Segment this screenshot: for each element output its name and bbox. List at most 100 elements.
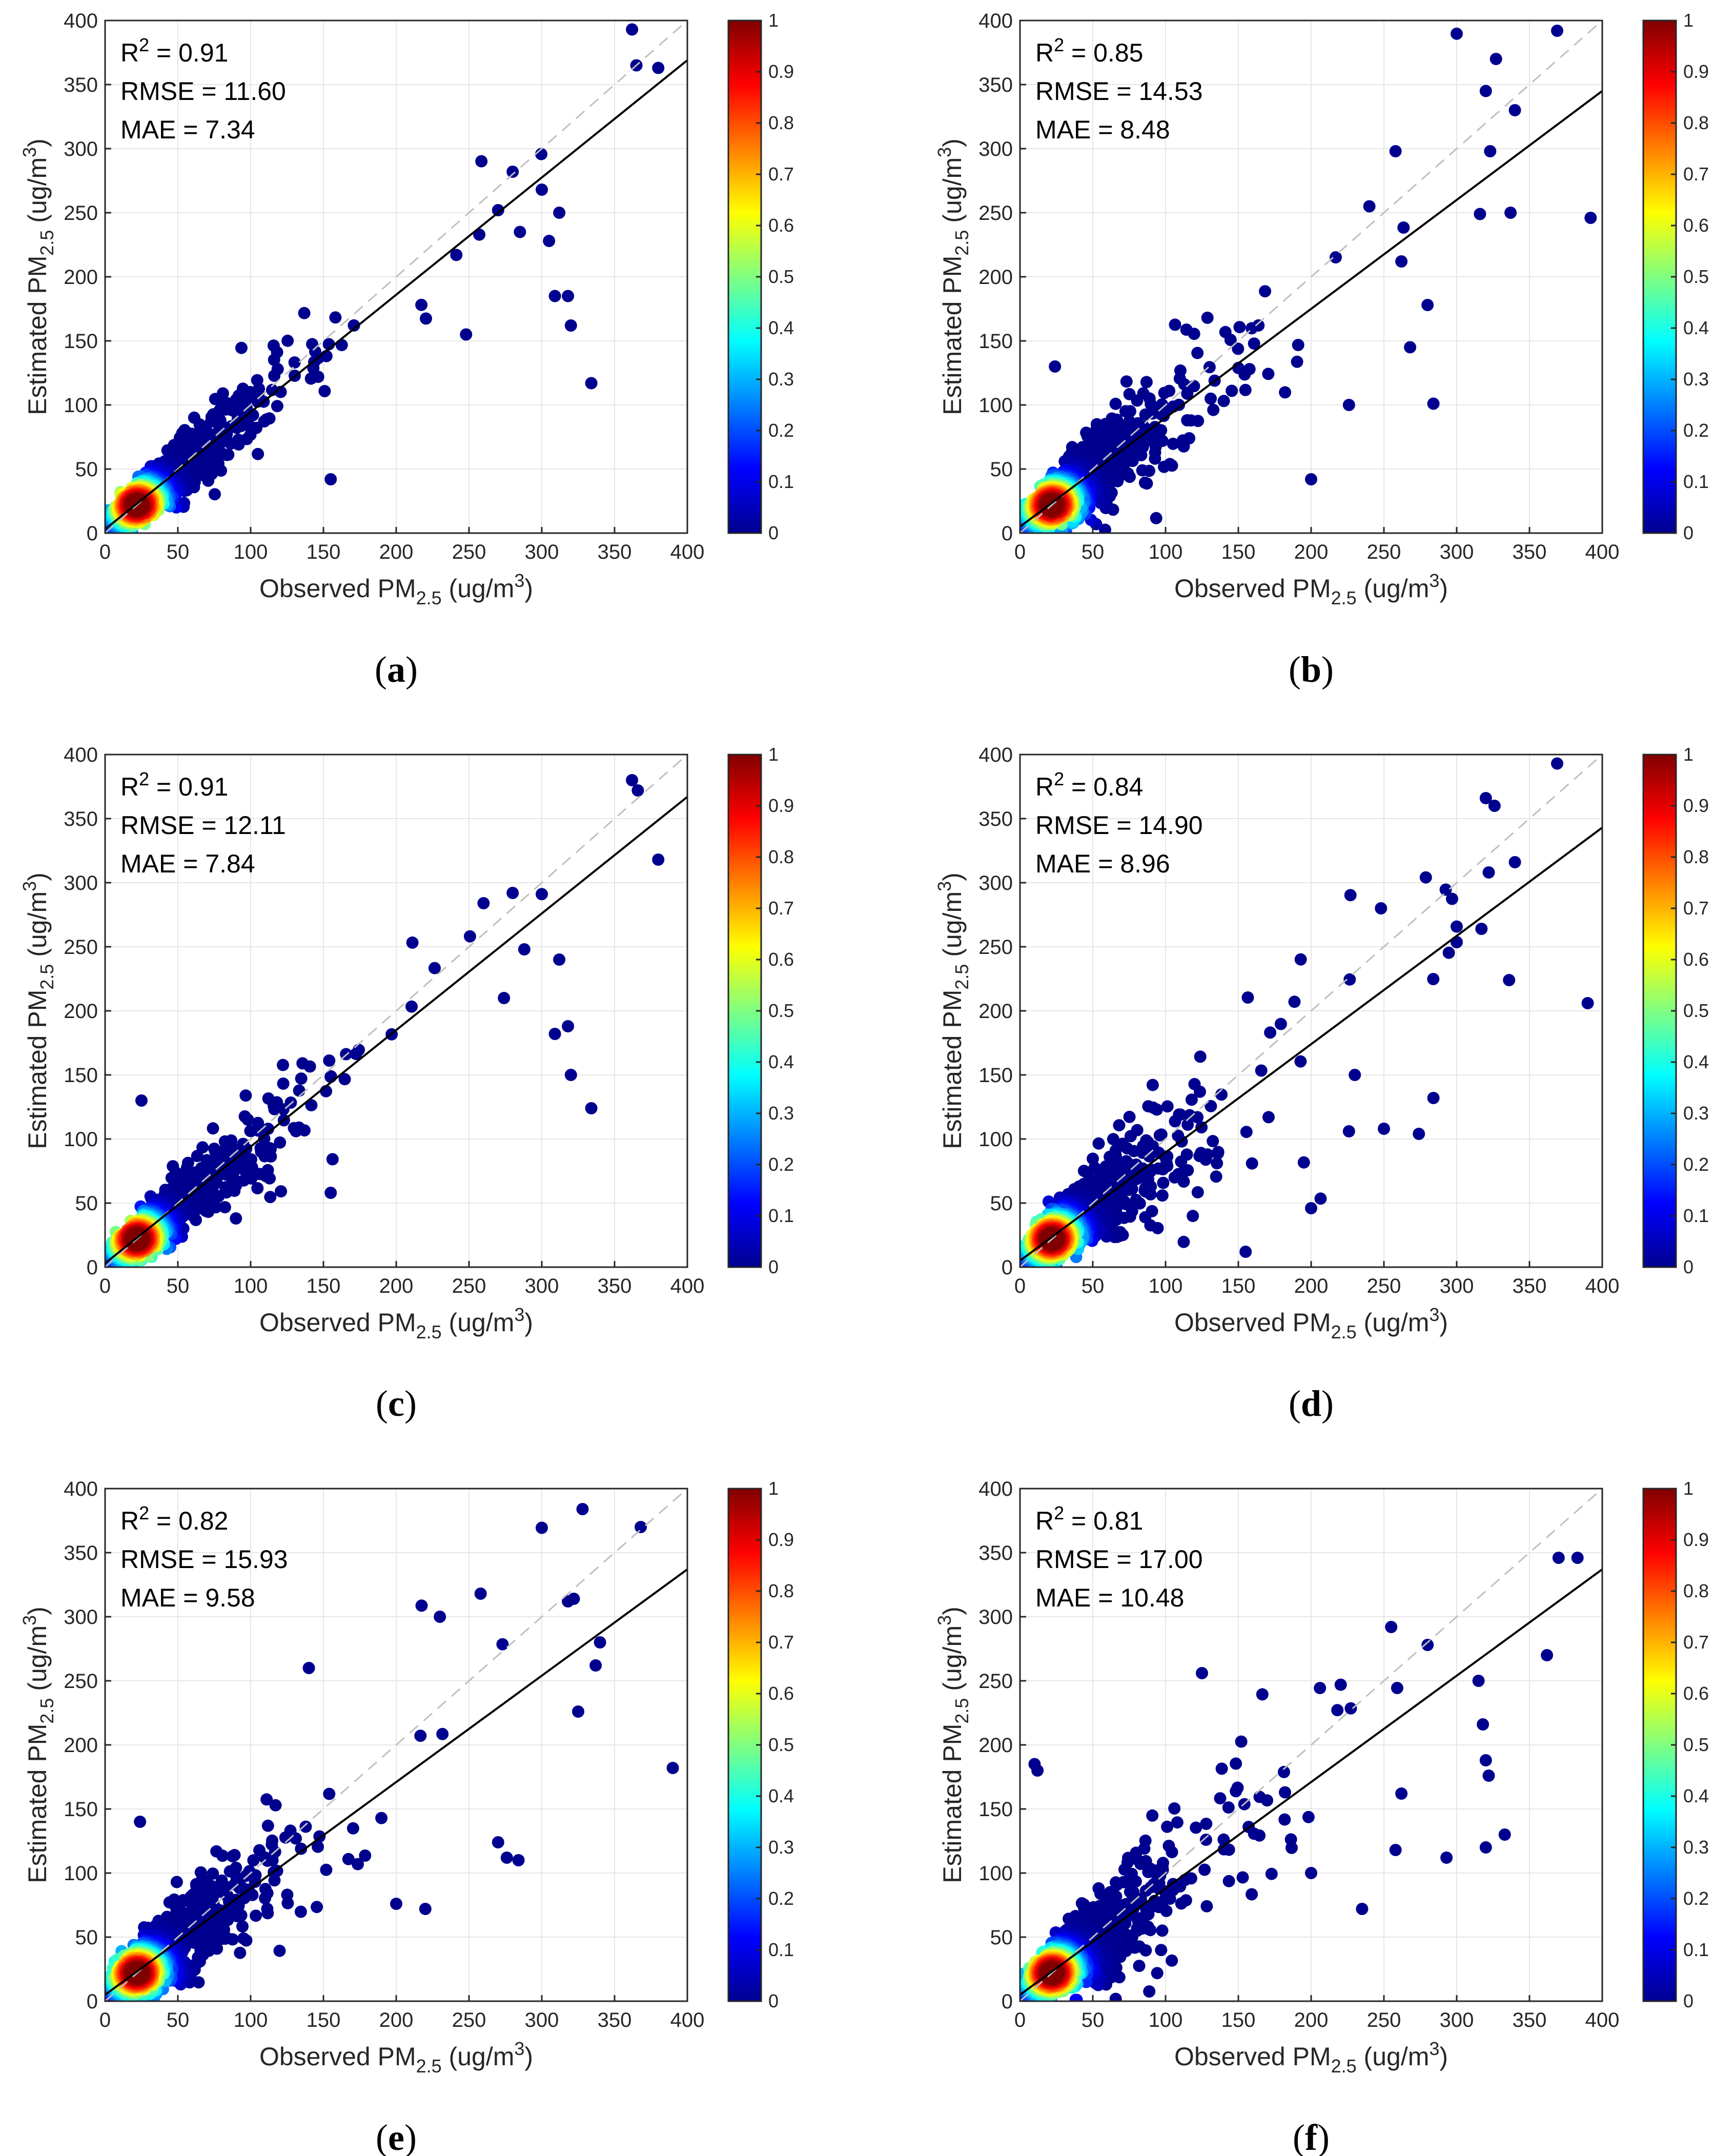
scatter-point — [1099, 523, 1111, 533]
scatter-point — [1451, 27, 1463, 40]
scatter-point — [258, 1150, 271, 1163]
scatter-point-outlier — [1049, 360, 1062, 373]
scatter-point — [329, 311, 342, 324]
x-tick-label: 250 — [1367, 541, 1401, 563]
scatter-point — [304, 372, 317, 385]
x-tick-label: 50 — [1082, 541, 1105, 563]
scatter-point — [450, 249, 463, 261]
scatter-point — [1203, 361, 1216, 374]
scatter-point — [326, 1153, 339, 1166]
scatter-point-outlier — [1479, 85, 1492, 97]
scatter-point — [1239, 383, 1252, 396]
scatter-point — [1158, 387, 1171, 399]
x-tick-label: 50 — [167, 541, 190, 563]
scatter-point — [277, 1077, 290, 1090]
scatter-point — [244, 1125, 257, 1137]
scatter-point — [1262, 368, 1275, 380]
y-tick-label: 300 — [978, 138, 1013, 160]
stat-r2: R2 = 0.85 — [1035, 34, 1143, 67]
scatter-point — [274, 1136, 287, 1149]
identity-line — [1019, 19, 1603, 534]
colorbar-tick-label: 0.2 — [768, 420, 794, 441]
chart-panel-c: 0 50 100 150 200 250 300 350 4000501001502002503… — [19, 744, 794, 1424]
y-tick-label: 100 — [978, 394, 1013, 417]
colorbar-tick-label: 0.5 — [768, 266, 794, 287]
scatter-point — [1150, 512, 1162, 524]
scatter-point — [1178, 378, 1191, 391]
scatter-point — [1180, 323, 1193, 336]
stat-mae: MAE = 8.48 — [1035, 115, 1170, 144]
scatter-point-outlier — [1421, 299, 1434, 311]
stat-r2: R2 = 0.91 — [120, 34, 228, 67]
scatter-point — [348, 319, 360, 332]
scatter-point — [1291, 355, 1303, 368]
colorbar-tick-label: 0.4 — [768, 317, 794, 338]
colorbar-tick-label: 0.1 — [768, 471, 794, 492]
y-tick-label: 350 — [978, 74, 1013, 96]
stat-mae: MAE = 7.34 — [120, 115, 255, 144]
y-tick-label: 0 — [87, 522, 98, 545]
scatter-point — [406, 936, 419, 949]
scatter-point — [323, 1054, 336, 1067]
y-tick-label: 150 — [64, 330, 98, 353]
scatter-point — [1226, 384, 1238, 397]
scatter-point — [1120, 375, 1133, 388]
y-tick-label: 200 — [64, 266, 98, 289]
x-tick-label: 100 — [234, 541, 268, 563]
scatter-point — [296, 1057, 309, 1070]
scatter-point — [209, 393, 221, 405]
panel-caption: (a) — [375, 649, 418, 690]
scatter-point — [271, 400, 283, 413]
scatter-point-outlier — [1489, 53, 1502, 65]
colorbar-tick-label: 0.1 — [1683, 471, 1709, 492]
x-axis-label: Observed PM2.5 (ug/m3) — [259, 570, 533, 608]
scatter-point — [1205, 392, 1217, 405]
scatter-point — [1397, 221, 1410, 234]
chart-panel-b: 0 50 100 150 200 250 300 350 4000501001502002503… — [934, 10, 1709, 690]
scatter-point — [191, 1150, 203, 1163]
scatter-point — [1217, 395, 1230, 408]
scatter-point — [1292, 339, 1304, 351]
scatter-point-outlier — [1389, 145, 1402, 157]
scatter-point-outlier — [543, 235, 556, 247]
x-tick-label: 200 — [379, 541, 414, 563]
scatter-point — [305, 1099, 318, 1112]
colorbar-tick-label: 0 — [1683, 522, 1693, 543]
y-tick-label: 400 — [978, 10, 1013, 32]
scatter-point — [251, 1182, 264, 1195]
scatter-point — [205, 415, 217, 428]
x-tick-label: 0 — [1014, 541, 1026, 563]
scatter-point-outlier — [1474, 208, 1486, 220]
scatter-point — [268, 370, 281, 382]
scatter-point-outlier — [562, 290, 575, 302]
stat-rmse: RMSE = 11.60 — [120, 77, 286, 106]
scatter-point — [1207, 403, 1220, 416]
x-tick-label: 100 — [1149, 541, 1183, 563]
scatter-point — [277, 1059, 289, 1071]
colorbar-gradient — [727, 19, 762, 534]
scatter-point-outlier — [1395, 255, 1408, 268]
scatter-point — [1094, 497, 1107, 509]
scatter-point — [318, 385, 331, 397]
x-tick-label: 400 — [1585, 541, 1620, 563]
x-tick-label: 0 — [99, 541, 111, 563]
scatter-point-outlier — [536, 184, 548, 196]
scatter-point — [252, 448, 264, 460]
scatter-point — [1139, 408, 1152, 421]
colorbar-tick-label: 0.6 — [1683, 215, 1709, 236]
scatter-point — [264, 1191, 277, 1204]
scatter-point — [277, 1103, 290, 1116]
colorbar-tick-label: 0 — [768, 522, 779, 543]
colorbar-tick-label: 0.8 — [768, 112, 794, 133]
scatter-point — [1191, 347, 1204, 359]
scatter-point — [324, 1070, 337, 1083]
scatter-point-outlier — [1363, 200, 1376, 213]
scatter-point — [335, 339, 348, 352]
scatter-point-outlier — [585, 377, 598, 390]
colorbar-tick-label: 0.3 — [1683, 369, 1709, 390]
x-tick-label: 300 — [525, 541, 559, 563]
scatter-point — [1181, 388, 1194, 400]
y-axis-label: Estimated PM2.5 (ug/m3) — [934, 138, 972, 415]
scatter-point-outlier — [626, 23, 639, 36]
fit-line — [104, 59, 688, 531]
